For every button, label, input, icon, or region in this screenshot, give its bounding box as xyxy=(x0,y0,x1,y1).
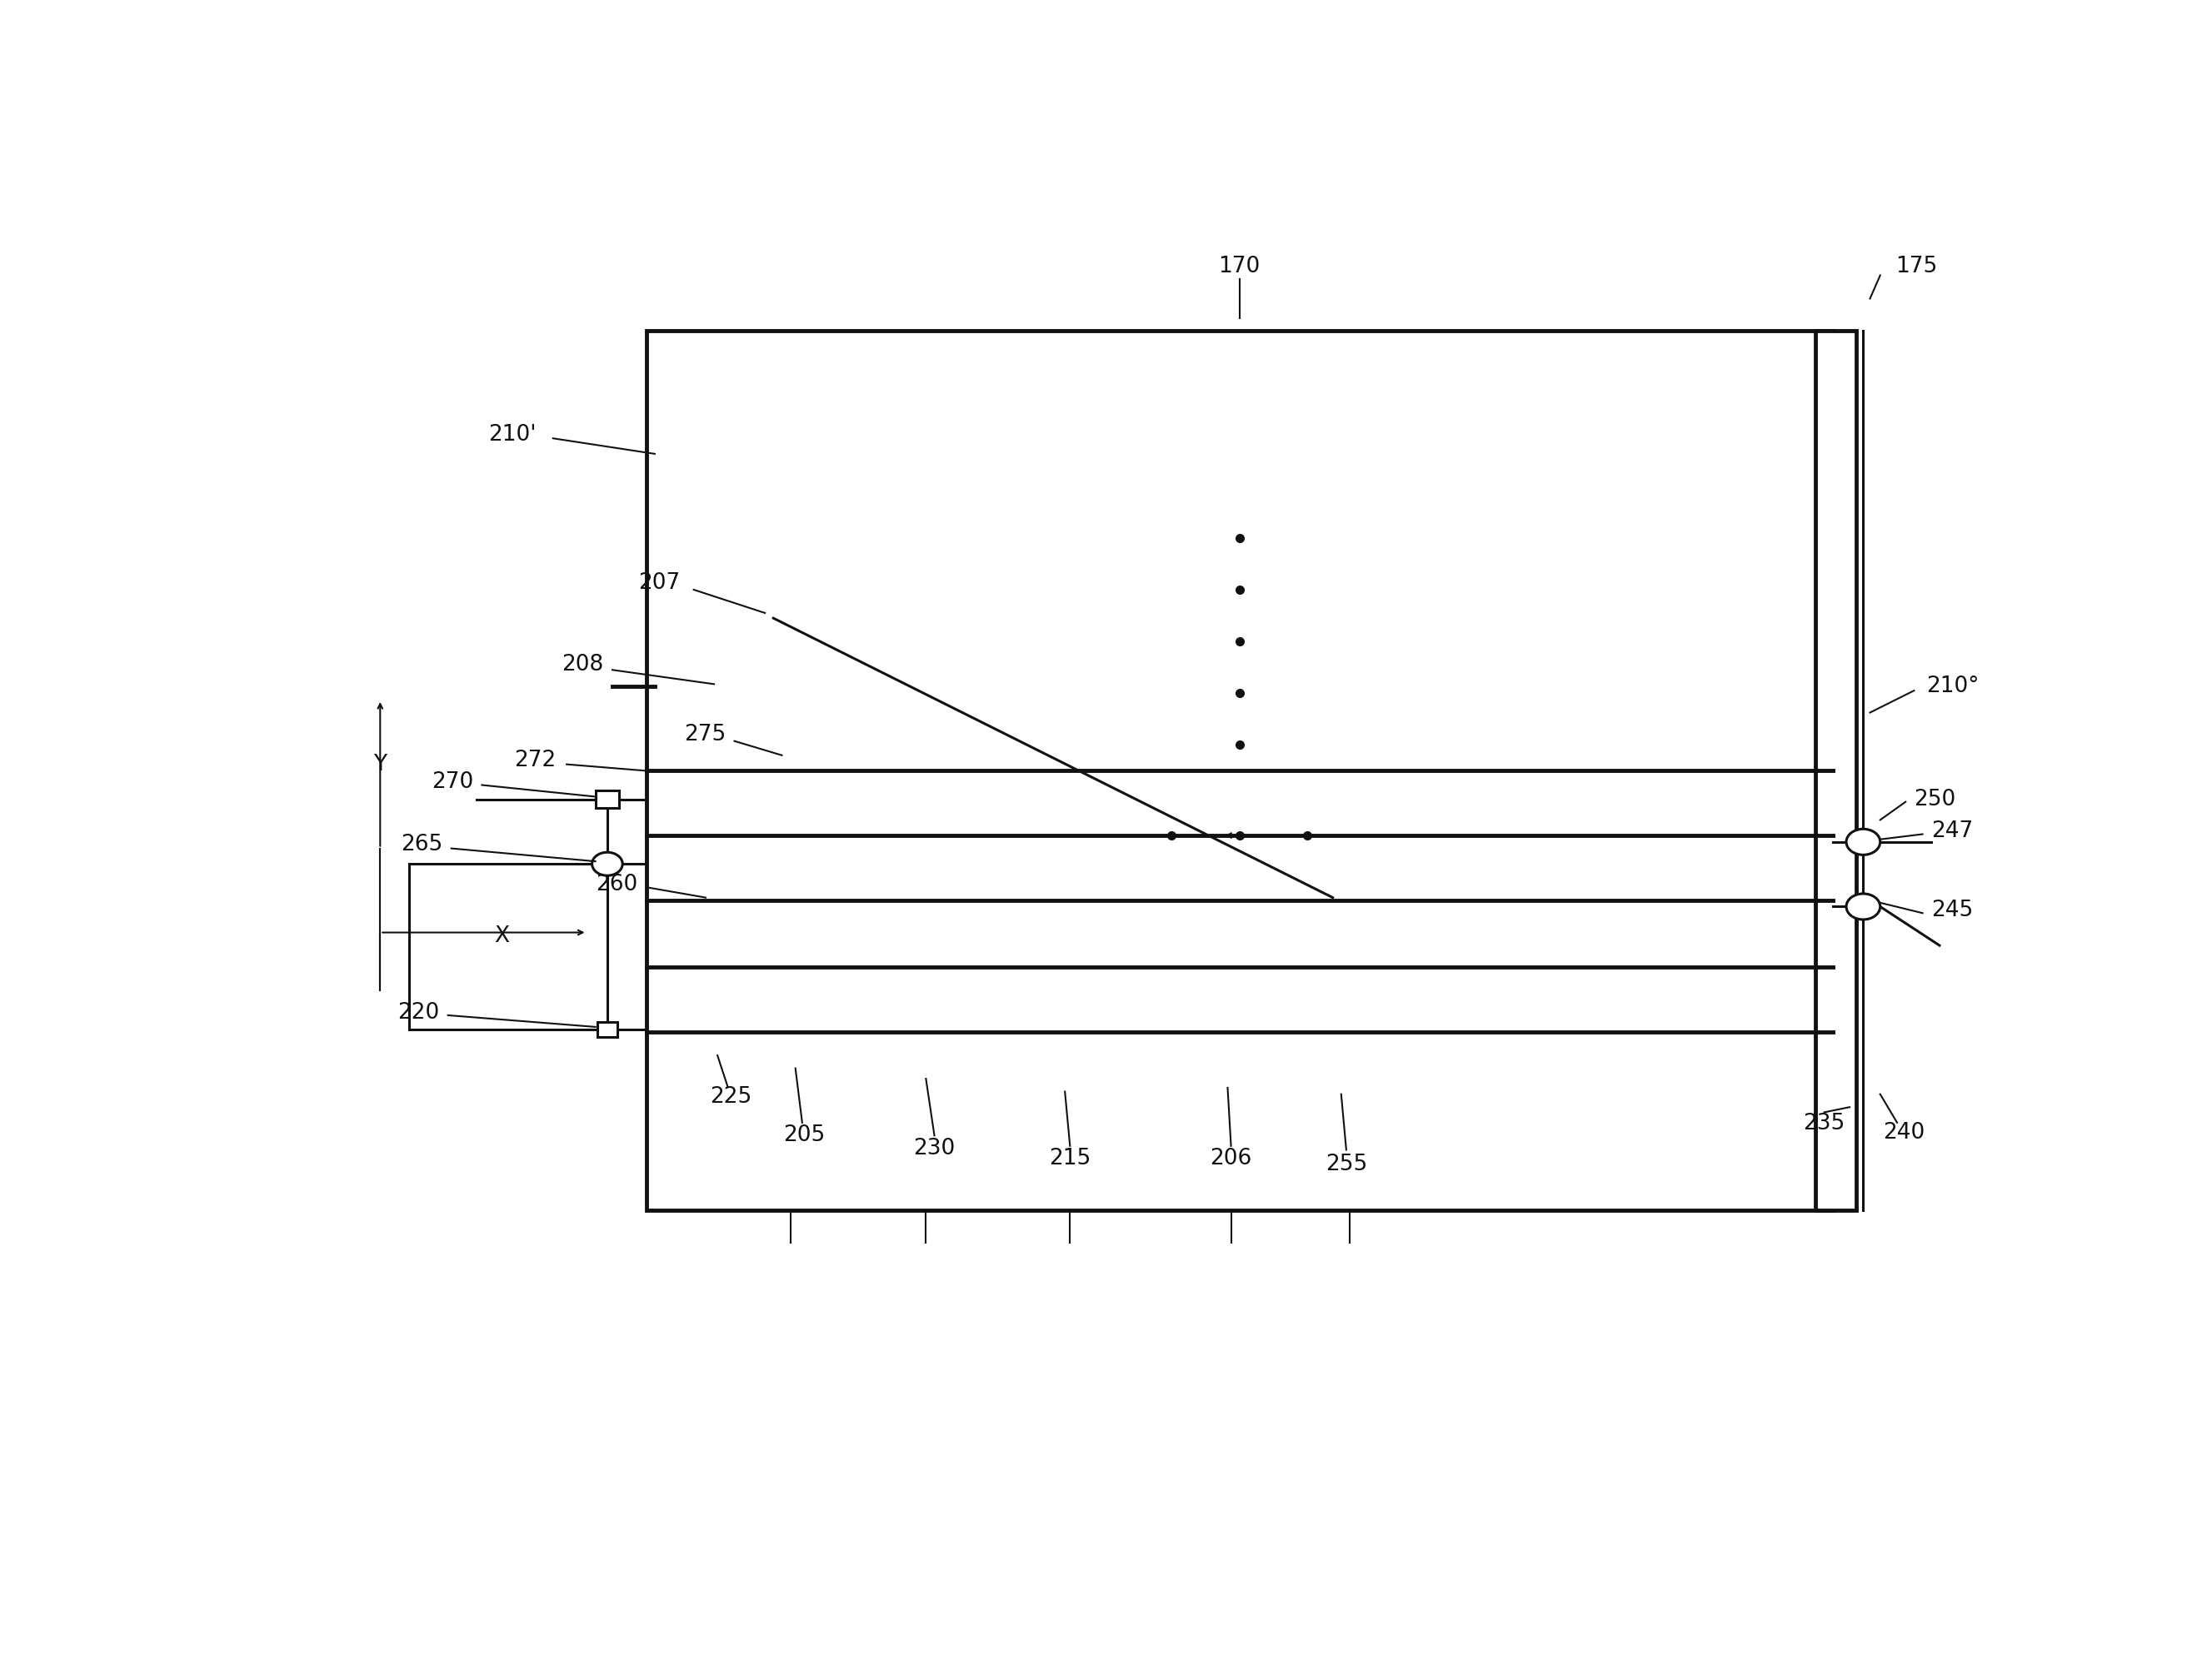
Text: 245: 245 xyxy=(1931,900,1973,921)
Text: 210°: 210° xyxy=(1927,675,1979,697)
Text: 235: 235 xyxy=(1804,1114,1846,1134)
Text: 220: 220 xyxy=(398,1001,440,1023)
Text: 208: 208 xyxy=(562,654,604,675)
Bar xyxy=(647,331,1833,1211)
Bar xyxy=(597,1021,617,1037)
Text: 205: 205 xyxy=(783,1124,824,1146)
Text: 265: 265 xyxy=(400,833,442,855)
Text: Y: Y xyxy=(374,754,387,774)
Text: 175: 175 xyxy=(1896,255,1938,277)
Text: 272: 272 xyxy=(514,749,555,771)
Text: 250: 250 xyxy=(1914,788,1955,810)
Text: 207: 207 xyxy=(639,573,680,595)
Bar xyxy=(1815,331,1857,1211)
Text: 206: 206 xyxy=(1209,1147,1251,1169)
Text: 247: 247 xyxy=(1931,822,1973,842)
Text: X: X xyxy=(494,926,510,948)
Circle shape xyxy=(593,852,623,875)
Circle shape xyxy=(1846,828,1881,855)
Text: 255: 255 xyxy=(1325,1152,1367,1174)
Bar xyxy=(595,790,619,808)
Text: 210': 210' xyxy=(488,423,536,445)
Text: 225: 225 xyxy=(711,1085,752,1107)
Text: 260: 260 xyxy=(595,874,639,895)
Text: 230: 230 xyxy=(914,1137,956,1159)
Text: 270: 270 xyxy=(431,771,472,793)
Text: 170: 170 xyxy=(1218,255,1260,277)
Text: 275: 275 xyxy=(685,724,726,746)
Text: 215: 215 xyxy=(1050,1147,1091,1169)
Circle shape xyxy=(1846,894,1881,919)
Text: 240: 240 xyxy=(1883,1122,1925,1144)
